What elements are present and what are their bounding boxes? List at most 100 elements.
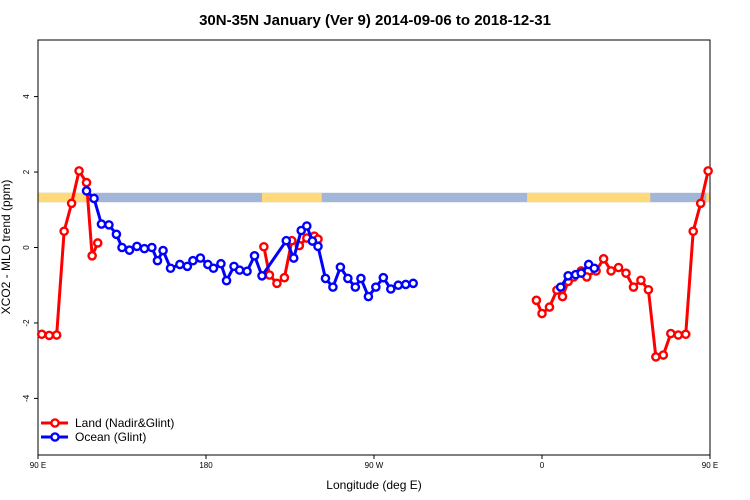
ocean-point	[111, 229, 122, 240]
ocean-point	[576, 268, 587, 278]
land-point	[44, 330, 55, 341]
ocean-point	[363, 291, 374, 302]
land-point	[81, 177, 92, 188]
land-point	[557, 291, 568, 302]
ocean-point	[158, 245, 168, 256]
ocean-point	[182, 261, 193, 272]
land-point	[703, 166, 713, 176]
x-axis-label: Longitude (deg E)	[326, 478, 421, 492]
ocean-point	[104, 220, 114, 230]
ocean-point	[242, 266, 252, 277]
land-point	[658, 350, 669, 360]
y-tick-label: 4	[22, 94, 31, 99]
ocean-point	[335, 262, 346, 272]
ocean-point	[175, 259, 185, 270]
legend: Land (Nadir&Glint) Ocean (Glint)	[41, 416, 174, 444]
ocean-point	[555, 282, 566, 292]
band-land	[706, 192, 710, 203]
ocean-point	[288, 253, 299, 263]
x-tick-label: 90 E	[30, 461, 46, 470]
land-point	[259, 241, 269, 252]
ocean-point	[124, 245, 135, 255]
ocean-point	[208, 263, 219, 274]
ocean-point	[393, 280, 404, 291]
ocean-point	[378, 272, 389, 283]
land-point	[36, 329, 47, 340]
land-point	[537, 308, 547, 319]
land-point	[636, 275, 646, 286]
ocean-point	[408, 278, 419, 289]
ocean-point	[221, 275, 232, 286]
x-tick-label: 180	[199, 461, 213, 470]
land-point	[279, 272, 290, 283]
chart-title: 30N-35N January (Ver 9) 2014-09-06 to 20…	[199, 12, 551, 29]
y-tick-label: 0	[22, 245, 31, 250]
legend-ocean-marker	[50, 432, 60, 442]
ocean-point	[139, 243, 150, 254]
land-point	[598, 254, 609, 264]
ocean-point	[234, 265, 245, 275]
land-point	[643, 284, 654, 295]
ocean-point	[96, 219, 107, 229]
ocean-point	[281, 235, 292, 246]
ocean-point	[165, 263, 176, 274]
land-point	[613, 262, 624, 273]
land-point	[87, 250, 97, 261]
land-point	[51, 330, 62, 340]
ocean-point	[147, 242, 157, 253]
land-point	[688, 226, 699, 237]
land-point	[680, 329, 691, 340]
band-ocean	[38, 192, 710, 203]
ocean-point	[216, 258, 226, 269]
land-point	[544, 302, 555, 312]
land-point	[59, 226, 69, 237]
land-point	[264, 270, 275, 280]
ocean-point	[81, 186, 92, 196]
ocean-point	[589, 263, 600, 274]
land-point	[531, 295, 542, 306]
series	[36, 166, 713, 362]
ocean-point	[188, 255, 198, 266]
land-point	[695, 198, 706, 209]
land-point	[651, 352, 661, 362]
ocean-point	[132, 241, 142, 252]
ocean-point	[563, 270, 573, 281]
axes: 90 E 180 90 W 0 90 E -4 -2 0 2 4	[22, 94, 718, 470]
ocean-point	[152, 255, 163, 266]
ocean-point	[313, 241, 323, 252]
ocean-point	[385, 284, 396, 294]
ocean-point	[195, 253, 206, 263]
legend-land-marker	[50, 418, 60, 428]
ocean-point	[343, 273, 353, 284]
ocean-point	[301, 221, 312, 231]
band-land	[38, 192, 94, 203]
land-point	[673, 330, 684, 340]
ocean-point	[320, 273, 331, 284]
y-tick-label: -2	[22, 319, 31, 327]
land-point	[66, 198, 77, 209]
ocean-point	[400, 279, 411, 290]
land-point	[272, 278, 282, 289]
land-point	[92, 238, 103, 248]
ocean-point	[117, 242, 127, 253]
ocean-point	[350, 282, 361, 292]
land-point	[666, 328, 676, 339]
ocean-point	[257, 270, 267, 281]
ocean-point	[249, 250, 260, 261]
land-point	[621, 268, 631, 278]
x-tick-label: 90 W	[365, 461, 384, 470]
ocean-point	[356, 273, 366, 284]
land-point	[74, 166, 84, 176]
y-axis-label: XCO2 - MLO trend (ppm)	[0, 180, 13, 315]
x-tick-label: 0	[540, 461, 545, 470]
legend-ocean-label: Ocean (Glint)	[75, 430, 146, 444]
x-tick-label: 90 E	[702, 461, 718, 470]
ocean-point	[89, 193, 99, 204]
y-tick-label: -4	[22, 394, 31, 402]
land-point	[628, 282, 639, 292]
ocean-point	[307, 236, 318, 246]
legend-land-label: Land (Nadir&Glint)	[75, 416, 174, 430]
ocean-point	[371, 282, 381, 292]
band-land	[527, 192, 651, 203]
